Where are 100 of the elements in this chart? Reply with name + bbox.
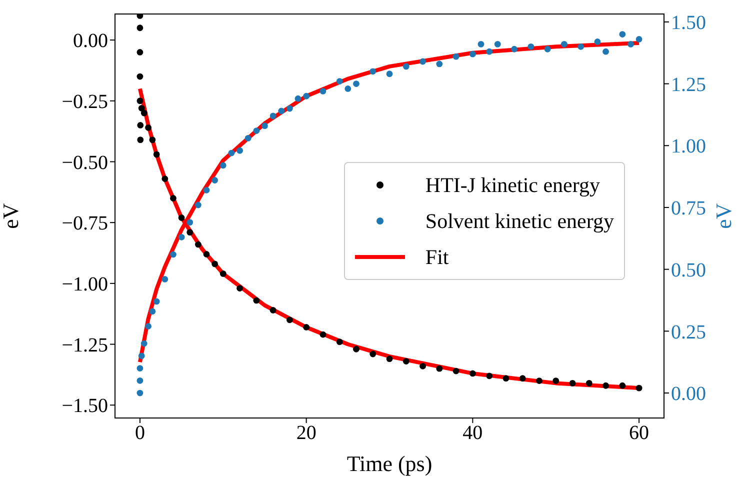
- y-tick-label: −0.50: [62, 152, 108, 174]
- y-tick-label: −1.25: [62, 334, 108, 356]
- point: [336, 78, 343, 84]
- point: [594, 38, 601, 45]
- point: [511, 46, 518, 52]
- point: [178, 234, 185, 240]
- point: [370, 68, 376, 75]
- x-tick-label: 0: [134, 422, 145, 444]
- point: [636, 36, 642, 42]
- point: [420, 362, 426, 370]
- point: [138, 104, 145, 112]
- point: [136, 98, 144, 104]
- point: [286, 105, 293, 112]
- point: [436, 365, 443, 372]
- point: [294, 95, 302, 102]
- point: [278, 108, 285, 114]
- y2-axis-title: eV: [710, 203, 736, 229]
- point: [353, 346, 360, 352]
- legend-label: Fit: [425, 244, 449, 270]
- y2-tick-label: 0.75: [671, 198, 706, 220]
- point: [253, 297, 260, 304]
- point: [137, 122, 144, 128]
- point: [528, 43, 534, 50]
- point: [212, 260, 218, 268]
- y-tick-label: −1.00: [62, 274, 108, 296]
- point: [602, 48, 609, 55]
- point: [149, 308, 156, 315]
- point: [244, 134, 252, 142]
- point: [628, 40, 634, 48]
- x-axis-title: Time (ps): [346, 451, 432, 476]
- point: [236, 147, 243, 154]
- point: [186, 219, 194, 226]
- point: [336, 338, 343, 346]
- point: [344, 86, 352, 92]
- point: [286, 316, 293, 324]
- point: [402, 358, 410, 364]
- y2-tick-label: 0.25: [671, 321, 706, 344]
- legend-label: Solvent kinetic energy: [425, 208, 614, 234]
- y2-tick-label: 1.25: [671, 74, 706, 96]
- x-tick-label: 40: [462, 422, 483, 444]
- y-tick-label: 0.00: [73, 30, 108, 52]
- point: [203, 251, 210, 258]
- point: [136, 49, 144, 56]
- point: [253, 128, 260, 134]
- point: [194, 202, 202, 208]
- y-tick-label: −0.75: [62, 212, 108, 235]
- point: [170, 251, 176, 258]
- point: [153, 151, 160, 158]
- point: [619, 31, 626, 38]
- point: [402, 63, 410, 70]
- point: [578, 43, 584, 50]
- point: [436, 60, 443, 68]
- point: [220, 270, 226, 277]
- point: [220, 162, 226, 169]
- point: [619, 382, 626, 389]
- point: [478, 40, 484, 48]
- point: [194, 241, 202, 248]
- point: [153, 298, 160, 305]
- point: [136, 390, 144, 396]
- point: [552, 378, 560, 384]
- point: [502, 375, 510, 382]
- point: [494, 40, 501, 48]
- y2-tick-label: 0.50: [671, 259, 706, 282]
- point: [162, 176, 168, 182]
- point: [203, 186, 210, 194]
- point: [136, 73, 144, 80]
- point: [262, 122, 268, 130]
- point: [303, 92, 310, 100]
- point: [586, 380, 592, 386]
- point: [270, 112, 276, 120]
- x-tick-label: 20: [296, 422, 316, 444]
- point: [452, 53, 460, 60]
- point: [149, 136, 156, 144]
- legend-label: HTI-J kinetic energy: [425, 172, 600, 198]
- point: [137, 136, 144, 144]
- y2-tick-label: 1.00: [671, 136, 706, 158]
- point: [536, 378, 542, 384]
- point: [136, 24, 144, 32]
- point: [602, 382, 609, 389]
- point: [145, 124, 152, 131]
- y-axis-title: eV: [0, 203, 23, 229]
- point: [178, 214, 185, 221]
- point: [452, 368, 460, 374]
- point: [320, 331, 326, 338]
- point: [140, 110, 148, 116]
- point: [136, 377, 144, 384]
- point: [544, 46, 551, 52]
- point: [560, 40, 568, 48]
- point: [386, 356, 393, 362]
- y2-tick-label: 0.00: [671, 383, 706, 406]
- point: [236, 285, 243, 292]
- point: [320, 88, 326, 94]
- point: [469, 370, 476, 377]
- point: [162, 276, 168, 282]
- point: [486, 372, 493, 380]
- point: [303, 324, 310, 330]
- point: [138, 352, 145, 360]
- y2-tick-label: 1.50: [671, 12, 706, 34]
- point: [420, 58, 426, 65]
- point: [386, 70, 393, 78]
